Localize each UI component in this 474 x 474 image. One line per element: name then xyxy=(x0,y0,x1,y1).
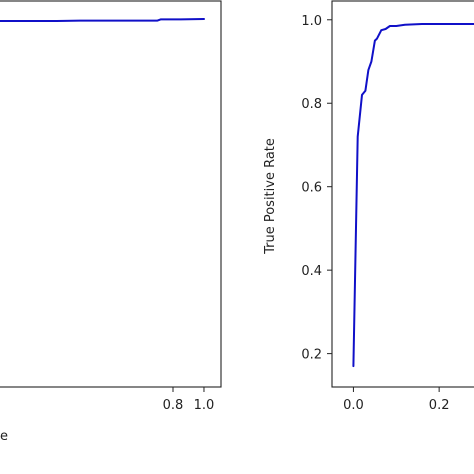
right-y-tick-label: 0.2 xyxy=(301,348,322,363)
left-x-axis-label: e xyxy=(0,429,8,444)
right-y-tick-label: 0.4 xyxy=(301,264,322,279)
right-y-tick-label: 0.8 xyxy=(301,97,322,112)
chart-left: 0.8 1.0 e xyxy=(0,0,222,444)
right-y-tick-label: 1.0 xyxy=(301,14,322,29)
right-x-tick-label: 0.2 xyxy=(429,398,450,413)
right-x-ticks: 0.0 0.2 xyxy=(343,387,449,413)
right-y-tick-label: 0.6 xyxy=(301,181,322,196)
left-plot-frame xyxy=(0,0,222,388)
right-plot-frame xyxy=(331,0,474,388)
left-x-tick-label: 1.0 xyxy=(194,398,215,413)
right-y-axis-label: True Positive Rate xyxy=(263,138,278,255)
left-x-ticks: 0.8 1.0 xyxy=(163,387,215,413)
right-y-ticks: 0.2 0.4 0.6 0.8 1.0 xyxy=(301,14,332,363)
right-x-tick-label: 0.0 xyxy=(343,398,364,413)
right-series-line xyxy=(352,23,474,368)
left-x-tick-label: 0.8 xyxy=(163,398,184,413)
chart-right: 0.2 0.4 0.6 0.8 1.0 0.0 0.2 True Positive Rat… xyxy=(263,0,474,413)
left-series-line xyxy=(0,18,205,22)
